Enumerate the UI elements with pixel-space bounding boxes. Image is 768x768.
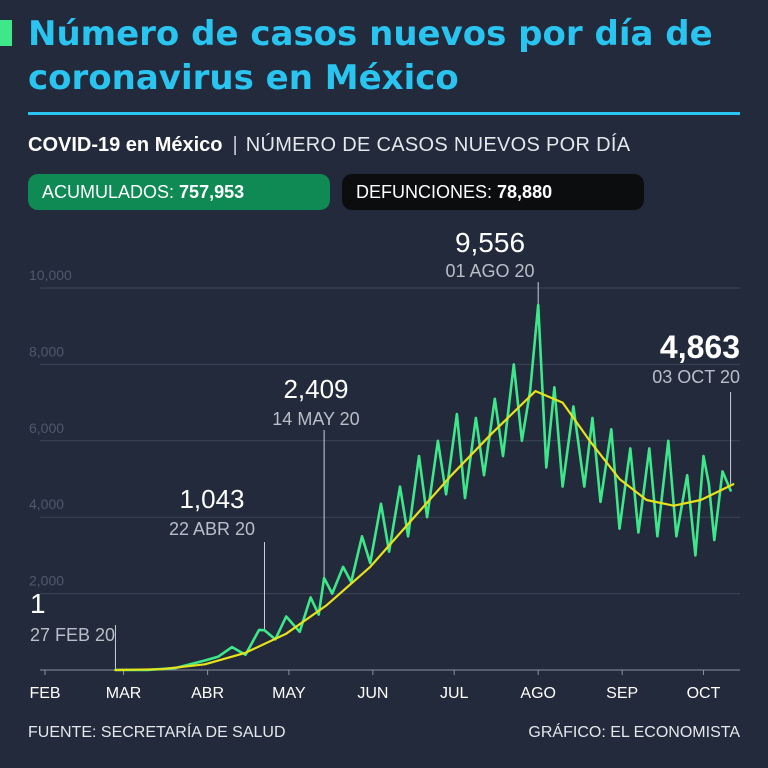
acumulados-badge: ACUMULADOS: 757,953: [28, 174, 330, 210]
acumulados-label: ACUMULADOS:: [42, 182, 175, 202]
title-divider: [28, 112, 740, 115]
series-daily-line: [114, 303, 732, 672]
annotation-date: 14 MAY 20: [272, 409, 359, 429]
annotation-value: 1: [30, 588, 46, 619]
y-tick-label: 2,000: [29, 573, 64, 589]
x-tick-label: SEP: [606, 685, 638, 702]
annotation-value: 4,863: [660, 329, 740, 365]
y-tick-label: 6,000: [29, 420, 64, 436]
x-tick-label: JUN: [357, 685, 388, 702]
y-tick-label: 10,000: [29, 267, 72, 283]
annotation-date: 22 ABR 20: [169, 519, 255, 539]
source-note: FUENTE: SECRETARÍA DE SALUD: [28, 724, 286, 741]
defunciones-value: 78,880: [497, 182, 553, 202]
x-tick-label: JUL: [440, 685, 469, 702]
y-tick-label: 8,000: [29, 343, 64, 359]
page-title: Número de casos nuevos por día de corona…: [28, 14, 713, 98]
x-tick-label: MAR: [106, 685, 142, 702]
credit-note: GRÁFICO: EL ECONOMISTA: [528, 724, 740, 741]
series-trend-line: [114, 390, 735, 672]
defunciones-label: DEFUNCIONES:: [356, 182, 493, 202]
chart-subtitle: COVID-19 en México | NÚMERO DE CASOS NUEVO…: [28, 134, 630, 157]
subtitle-topic: COVID-19 en México: [28, 134, 223, 156]
annotation-value: 2,409: [283, 374, 348, 404]
annotation-date: 01 AGO 20: [445, 261, 534, 281]
accent-bar: [0, 20, 12, 46]
defunciones-badge: DEFUNCIONES: 78,880: [342, 174, 644, 210]
subtitle-description: NÚMERO DE CASOS NUEVOS POR DÍA: [245, 134, 631, 156]
x-tick-label: OCT: [687, 685, 721, 702]
x-tick-label: MAY: [272, 685, 306, 702]
x-tick-label: ABR: [191, 685, 224, 702]
annotation-date: 27 FEB 20: [30, 625, 115, 645]
acumulados-value: 757,953: [179, 182, 245, 202]
annotation-value: 1,043: [179, 484, 244, 514]
subtitle-separator: |: [232, 134, 238, 156]
annotation-date: 03 OCT 20: [652, 367, 740, 387]
x-tick-label: AGO: [520, 685, 556, 702]
y-tick-label: 4,000: [29, 496, 64, 512]
x-tick-label: FEB: [29, 685, 60, 702]
annotation-value: 9,556: [455, 227, 525, 258]
